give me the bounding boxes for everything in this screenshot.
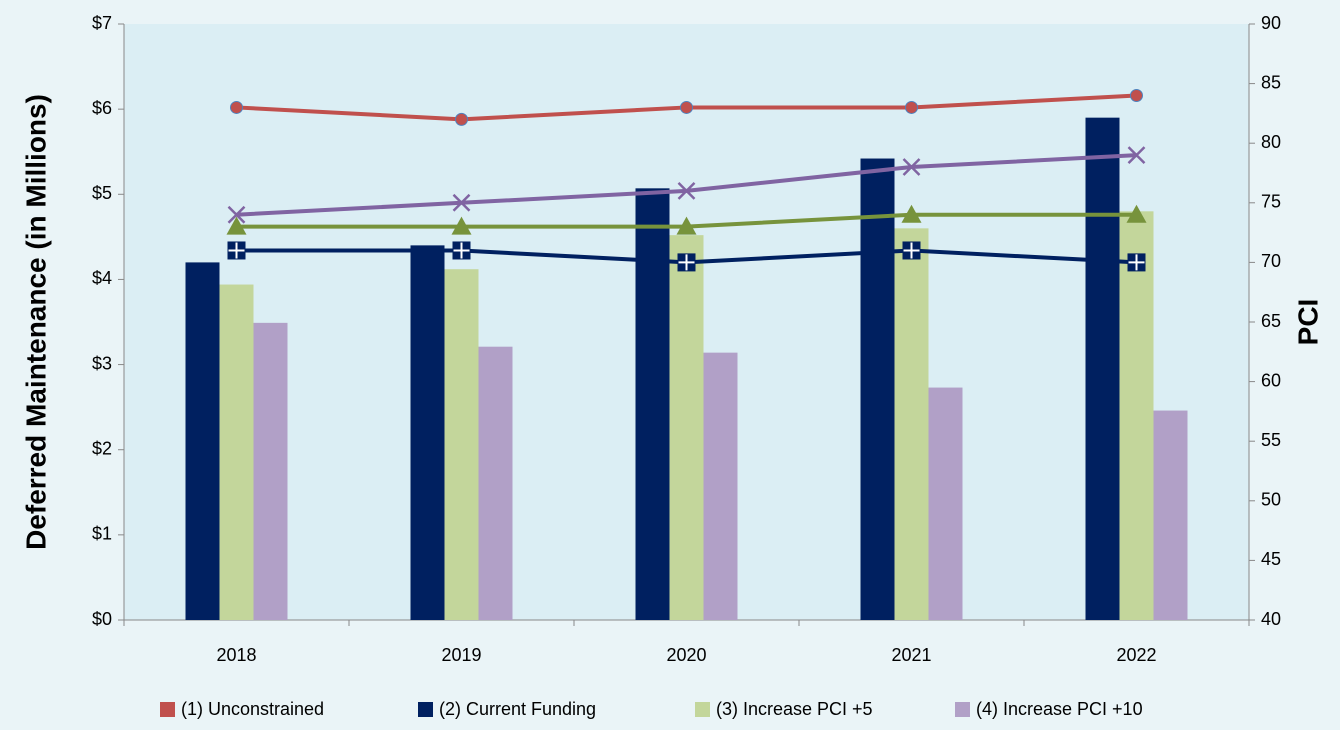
legend-swatch <box>418 702 433 717</box>
legend-label: (3) Increase PCI +5 <box>716 699 873 719</box>
marker <box>677 253 696 272</box>
bar <box>185 262 220 620</box>
marker-plus <box>678 254 695 271</box>
x-tick-label: 2021 <box>891 645 931 665</box>
y-tick-label: $3 <box>92 353 112 373</box>
y-tick-label: $7 <box>92 13 112 33</box>
marker <box>452 241 471 260</box>
bar <box>444 269 479 620</box>
marker <box>680 100 693 114</box>
marker <box>1127 146 1146 165</box>
marker <box>227 241 246 260</box>
marker <box>226 216 247 235</box>
legend-label: (1) Unconstrained <box>181 699 324 719</box>
y-tick-label: $2 <box>92 438 112 458</box>
marker-plus <box>1128 254 1145 271</box>
bar <box>669 235 704 620</box>
y2-tick-label: 90 <box>1261 13 1281 33</box>
legend-swatch <box>955 702 970 717</box>
bar <box>253 322 288 620</box>
marker <box>676 216 697 235</box>
marker-plus <box>903 242 920 259</box>
bar <box>894 228 929 621</box>
y2-tick-label: 60 <box>1261 370 1281 390</box>
y2-tick-label: 80 <box>1261 132 1281 152</box>
y2-tick-label: 65 <box>1261 311 1281 331</box>
marker <box>455 112 468 126</box>
y2-tick-label: 55 <box>1261 430 1281 450</box>
y2-axis-title: PCI <box>1292 299 1323 346</box>
marker-plus <box>228 242 245 259</box>
y2-tick-label: 45 <box>1261 549 1281 569</box>
bar <box>703 352 738 620</box>
bar <box>928 387 963 620</box>
bar <box>1085 117 1120 621</box>
y2-tick-label: 85 <box>1261 72 1281 92</box>
marker <box>905 100 918 114</box>
legend-swatch <box>160 702 175 717</box>
y2-tick-label: 40 <box>1261 609 1281 629</box>
x-tick-label: 2020 <box>666 645 706 665</box>
y-axis-title: Deferred Maintenance (in Millions) <box>20 94 51 550</box>
x-tick-label: 2022 <box>1116 645 1156 665</box>
y-tick-label: $4 <box>92 268 112 288</box>
marker <box>1127 253 1146 272</box>
y2-tick-label: 50 <box>1261 490 1281 510</box>
marker <box>902 241 921 260</box>
bar <box>478 346 513 620</box>
y-tick-label: $5 <box>92 183 112 203</box>
marker <box>230 100 243 114</box>
y-tick-label: $6 <box>92 98 112 118</box>
marker <box>677 181 696 200</box>
marker <box>901 204 922 223</box>
legend-label: (2) Current Funding <box>439 699 596 719</box>
bar <box>1119 211 1154 621</box>
bar <box>219 284 254 620</box>
y-tick-label: $0 <box>92 609 112 629</box>
marker <box>227 205 246 224</box>
y2-tick-label: 70 <box>1261 251 1281 271</box>
legend-label: (4) Increase PCI +10 <box>976 699 1143 719</box>
bar <box>860 158 895 621</box>
bar <box>410 245 445 620</box>
marker <box>452 193 471 212</box>
marker <box>902 158 921 176</box>
legend-swatch <box>695 702 710 717</box>
x-tick-label: 2018 <box>216 645 256 665</box>
bar <box>1153 410 1188 620</box>
y-tick-label: $1 <box>92 524 112 544</box>
bar <box>635 188 670 620</box>
y2-tick-label: 75 <box>1261 192 1281 212</box>
x-tick-label: 2019 <box>441 645 481 665</box>
marker <box>1130 89 1143 103</box>
marker <box>1126 204 1147 223</box>
marker-plus <box>453 242 470 259</box>
marker <box>451 216 472 235</box>
